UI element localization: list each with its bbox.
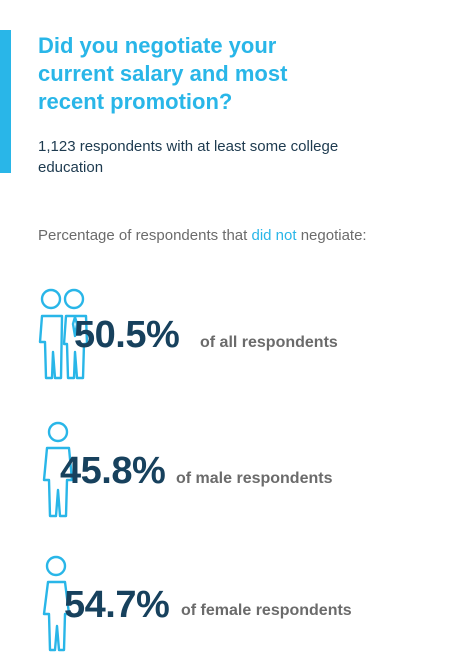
- stat-all-respondents: 50.5% of all respondents: [38, 286, 448, 396]
- woman-icon: [42, 555, 71, 652]
- infographic-subtitle: 1,123 respondents with at least some col…: [38, 138, 339, 176]
- stat-description: of female respondents: [181, 602, 352, 619]
- stat-description: of all respondents: [200, 334, 338, 351]
- intro-before: Percentage of respondents that: [38, 227, 252, 244]
- stat-male-respondents: 45.8% of male respondents: [38, 420, 448, 530]
- intro-after: negotiate:: [296, 227, 367, 244]
- stat-value: 45.8%: [60, 450, 166, 492]
- man-icon: [42, 421, 74, 518]
- stat-value: 50.5%: [74, 314, 180, 356]
- intro-text: Percentage of respondents that did not n…: [38, 226, 438, 246]
- stat-female-respondents: 54.7% of female respondents: [38, 554, 448, 664]
- accent-bar: [0, 30, 11, 173]
- couple-icon: [38, 288, 89, 380]
- stat-value: 54.7%: [64, 584, 170, 626]
- infographic-title: Did you negotiate your current salary an…: [38, 33, 288, 114]
- stat-description: of male respondents: [176, 470, 333, 487]
- intro-highlight: did not: [251, 227, 297, 244]
